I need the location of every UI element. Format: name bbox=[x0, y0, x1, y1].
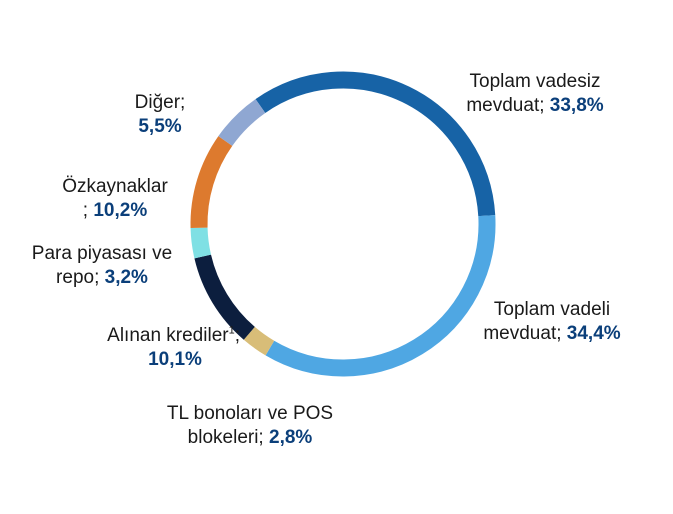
label-tl-bonolari-line1: TL bonoları ve POS bbox=[166, 403, 334, 424]
label-ozkaynaklar-line1: Özkaynaklar bbox=[62, 176, 168, 197]
label-para-piyasasi-line1: Para piyasası ve bbox=[31, 243, 173, 264]
slice-toplam-vadeli bbox=[265, 215, 496, 377]
slice-toplam-vadesiz bbox=[255, 71, 496, 217]
label-toplam-vadesiz-line1: Toplam vadesiz bbox=[469, 71, 601, 92]
label-toplam-vadeli: Toplam vadeli mevduat; 34,4% bbox=[462, 298, 642, 346]
label-alinan-krediler-value: 10,1% bbox=[148, 349, 202, 370]
slice-tl-bonolari bbox=[243, 326, 275, 356]
slice-para-piyasasi bbox=[190, 227, 212, 259]
label-tl-bonolari-line2: blokeleri; bbox=[187, 427, 269, 448]
label-toplam-vadesiz-value: 33,8% bbox=[549, 95, 604, 116]
label-ozkaynaklar: Özkaynaklar ; 10,2% bbox=[30, 175, 200, 223]
label-diger: Diğer; 5,5% bbox=[100, 91, 220, 139]
label-alinan-krediler: Alınan krediler1; 10,1% bbox=[40, 324, 240, 372]
label-toplam-vadesiz-line2: mevduat; bbox=[466, 95, 550, 116]
slice-diger bbox=[218, 99, 266, 147]
label-toplam-vadeli-line2: mevduat; bbox=[483, 323, 567, 344]
label-alinan-krediler-suffix: ; bbox=[234, 325, 240, 346]
label-para-piyasasi-line2: repo; bbox=[56, 267, 105, 288]
label-para-piyasasi-value: 3,2% bbox=[104, 267, 148, 288]
label-toplam-vadeli-line1: Toplam vadeli bbox=[493, 299, 611, 320]
label-toplam-vadeli-value: 34,4% bbox=[566, 323, 621, 344]
label-alinan-krediler-line1: Alınan krediler bbox=[107, 325, 229, 346]
label-diger-value: 5,5% bbox=[138, 116, 182, 137]
label-ozkaynaklar-line2: ; bbox=[82, 200, 94, 221]
label-diger-line1: Diğer; bbox=[134, 92, 186, 113]
label-para-piyasasi: Para piyasası ve repo; 3,2% bbox=[12, 242, 192, 290]
slice-ozkaynaklar bbox=[190, 136, 233, 229]
label-ozkaynaklar-value: 10,2% bbox=[93, 200, 148, 221]
label-toplam-vadesiz: Toplam vadesiz mevduat; 33,8% bbox=[440, 70, 630, 118]
slice-alinan-krediler bbox=[194, 254, 255, 340]
label-tl-bonolari-value: 2,8% bbox=[269, 427, 313, 448]
label-alinan-krediler-footnote: 1 bbox=[228, 324, 235, 337]
label-tl-bonolari: TL bonoları ve POS blokeleri; 2,8% bbox=[140, 402, 360, 450]
